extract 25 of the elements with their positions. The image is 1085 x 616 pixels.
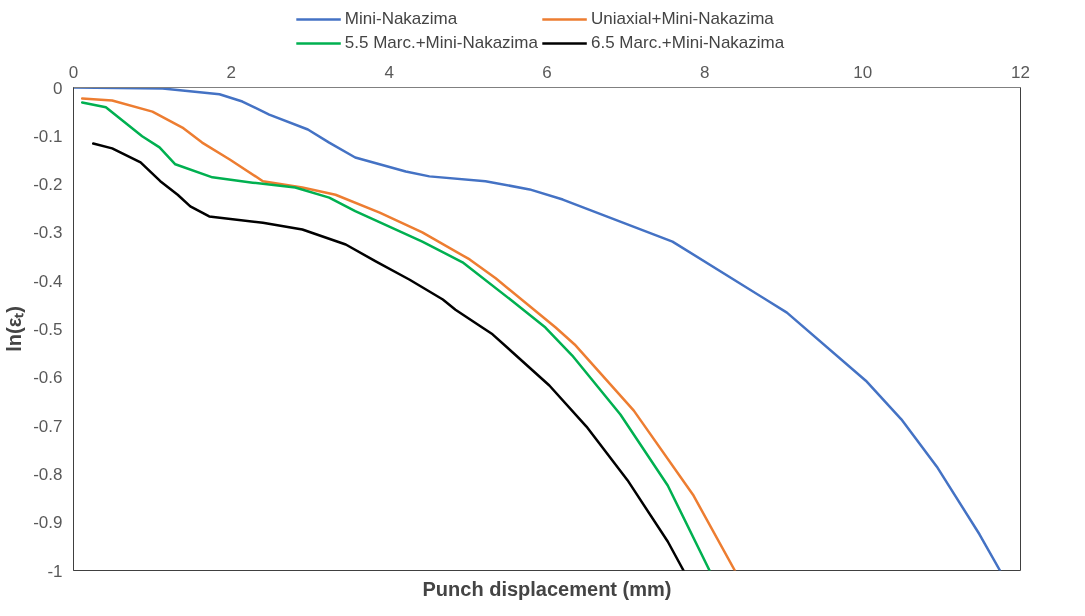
- legend-label: 5.5 Marc.+Mini-Nakazima: [344, 33, 538, 53]
- y-tick-label: -0.4: [33, 271, 63, 291]
- y-tick-label: -0.1: [33, 126, 63, 146]
- x-tick-label: 0: [68, 62, 79, 82]
- y-axis-title: ln(εₜ): [3, 306, 26, 352]
- x-tick-label: 4: [384, 62, 394, 82]
- y-tick-label: -1: [47, 561, 63, 581]
- x-tick-label: 8: [700, 62, 710, 82]
- y-tick-label: -0.5: [33, 320, 63, 339]
- y-tick-label: -0.8: [33, 464, 63, 484]
- y-tick-label: 0: [53, 78, 63, 98]
- y-tick-label: -0.7: [33, 416, 63, 436]
- x-tick-label: 6: [542, 62, 552, 82]
- legend-label: Mini-Nakazima: [344, 9, 458, 29]
- y-tick-label: -0.9: [33, 513, 63, 533]
- line-series: [73, 87, 1002, 571]
- y-tick-label: -0.6: [33, 368, 63, 388]
- y-tick-label: -0.3: [33, 223, 63, 243]
- x-tick-label: 2: [226, 62, 237, 82]
- x-tick-label: 10: [853, 62, 873, 82]
- legend-label: 6.5 Marc.+Mini-Nakazima: [591, 33, 785, 53]
- x-tick-label: 12: [1011, 62, 1030, 82]
- x-axis-title: Punch displacement (mm): [422, 577, 672, 600]
- legend-label: Uniaxial+Mini-Nakazima: [591, 9, 774, 29]
- y-tick-label: -0.2: [33, 175, 63, 195]
